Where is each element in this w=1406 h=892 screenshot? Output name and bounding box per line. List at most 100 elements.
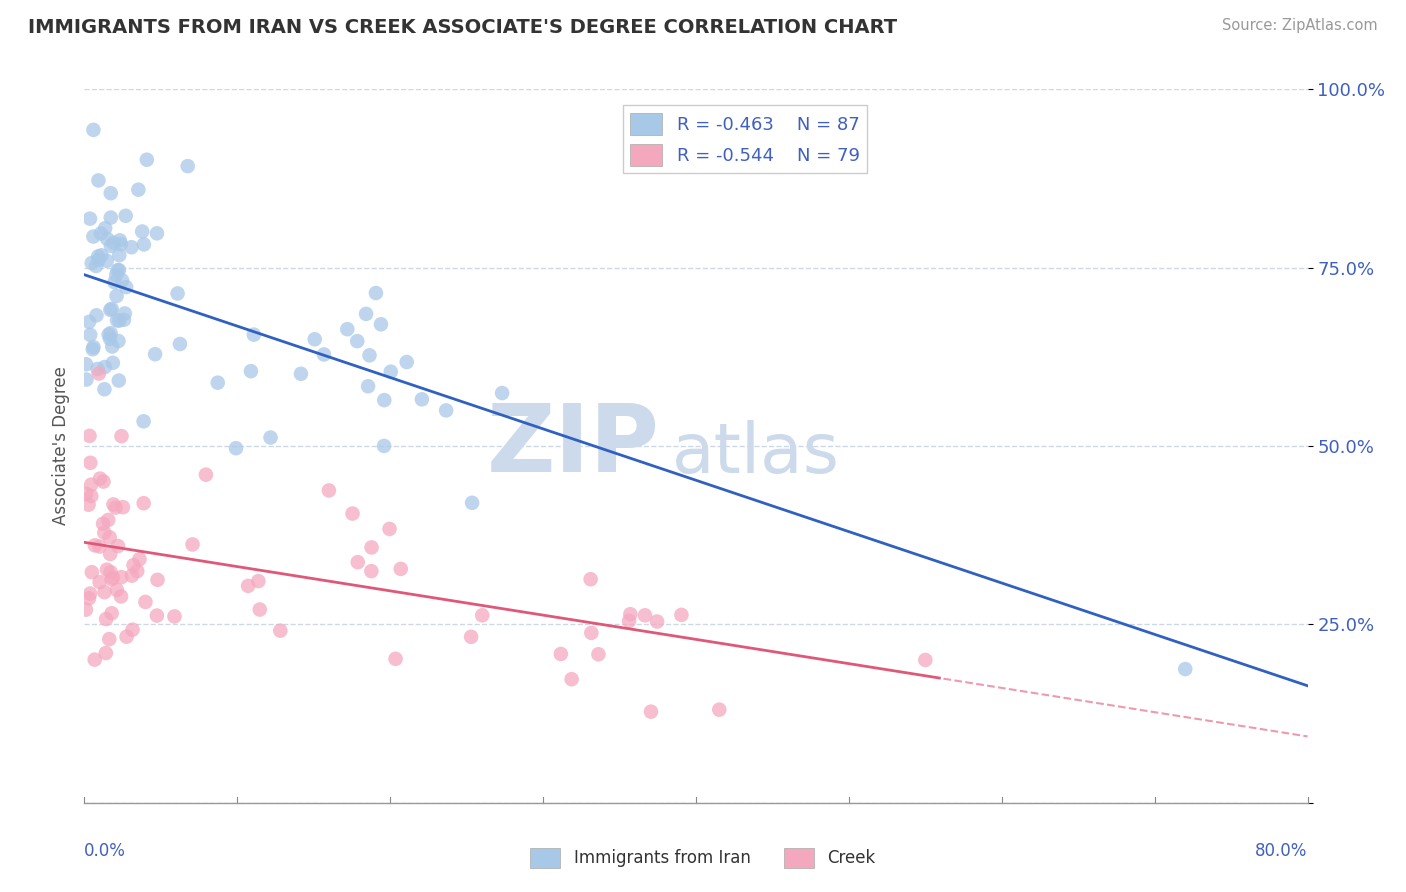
Point [318,483,340,498]
Point [395,355,418,369]
Point [411,392,433,407]
Point [132,496,155,510]
Point [471,608,494,623]
Point [146,227,169,241]
Point [112,312,135,326]
Point [79,456,101,470]
Point [581,626,603,640]
Point [312,347,335,361]
Point [131,225,153,239]
Point [98,332,121,346]
Point [121,623,143,637]
Point [236,579,259,593]
Point [108,374,131,388]
Point [225,442,247,456]
Point [80,477,103,491]
Point [146,608,169,623]
Point [98,530,121,544]
Point [87,367,110,381]
Point [166,286,188,301]
Legend: Immigrants from Iran, Creek: Immigrants from Iran, Creek [524,841,882,875]
Point [127,183,149,197]
Point [239,364,262,378]
Point [82,340,104,354]
Point [101,339,124,353]
Point [105,289,128,303]
Point [354,307,377,321]
Point [389,562,412,576]
Point [461,496,484,510]
Point [304,332,326,346]
Point [359,348,381,362]
Point [100,326,122,340]
Point [108,263,131,277]
Point [135,153,157,167]
Text: 0.0%: 0.0% [84,842,127,860]
Point [360,541,382,555]
Point [97,327,120,342]
Point [77,591,100,606]
Point [107,539,129,553]
Point [94,646,117,660]
Point [111,273,134,287]
Point [346,334,368,348]
Point [86,309,108,323]
Point [100,565,122,579]
Point [115,280,138,294]
Point [110,429,132,443]
Point [645,615,668,629]
Point [75,357,97,371]
Point [75,373,97,387]
Point [207,376,229,390]
Point [380,365,402,379]
Text: IMMIGRANTS FROM IRAN VS CREEK ASSOCIATE'S DEGREE CORRELATION CHART: IMMIGRANTS FROM IRAN VS CREEK ASSOCIATE'… [28,18,897,37]
Point [579,572,602,586]
Point [80,256,103,270]
Point [82,123,104,137]
Point [671,607,693,622]
Point [634,608,657,623]
Point [243,327,266,342]
Point [373,393,395,408]
Point [93,525,115,540]
Point [104,500,127,515]
Point [127,564,149,578]
Point [588,647,610,661]
Point [194,467,217,482]
Point [107,334,129,348]
Point [249,602,271,616]
Point [77,315,100,329]
Point [364,286,387,301]
Point [105,582,128,597]
Point [114,209,136,223]
Y-axis label: Associate's Degree: Associate's Degree [52,367,70,525]
Point [110,570,132,584]
Point [89,472,111,486]
Text: ZIP: ZIP [486,400,659,492]
Point [100,606,122,620]
Point [100,211,122,225]
Point [100,186,122,201]
Point [94,359,117,374]
Point [82,342,104,356]
Point [370,318,392,332]
Point [346,555,368,569]
Point [290,367,312,381]
Point [90,227,112,241]
Point [94,612,117,626]
Point [87,252,110,267]
Point [75,602,97,616]
Point [177,159,200,173]
Point [357,379,380,393]
Text: Source: ZipAtlas.com: Source: ZipAtlas.com [1222,18,1378,33]
Point [108,313,131,327]
Point [103,275,125,289]
Point [100,572,122,586]
Point [89,575,111,590]
Point [561,672,583,686]
Point [89,540,111,554]
Point [384,652,406,666]
Point [491,386,513,401]
Point [100,239,122,253]
Point [103,235,125,250]
